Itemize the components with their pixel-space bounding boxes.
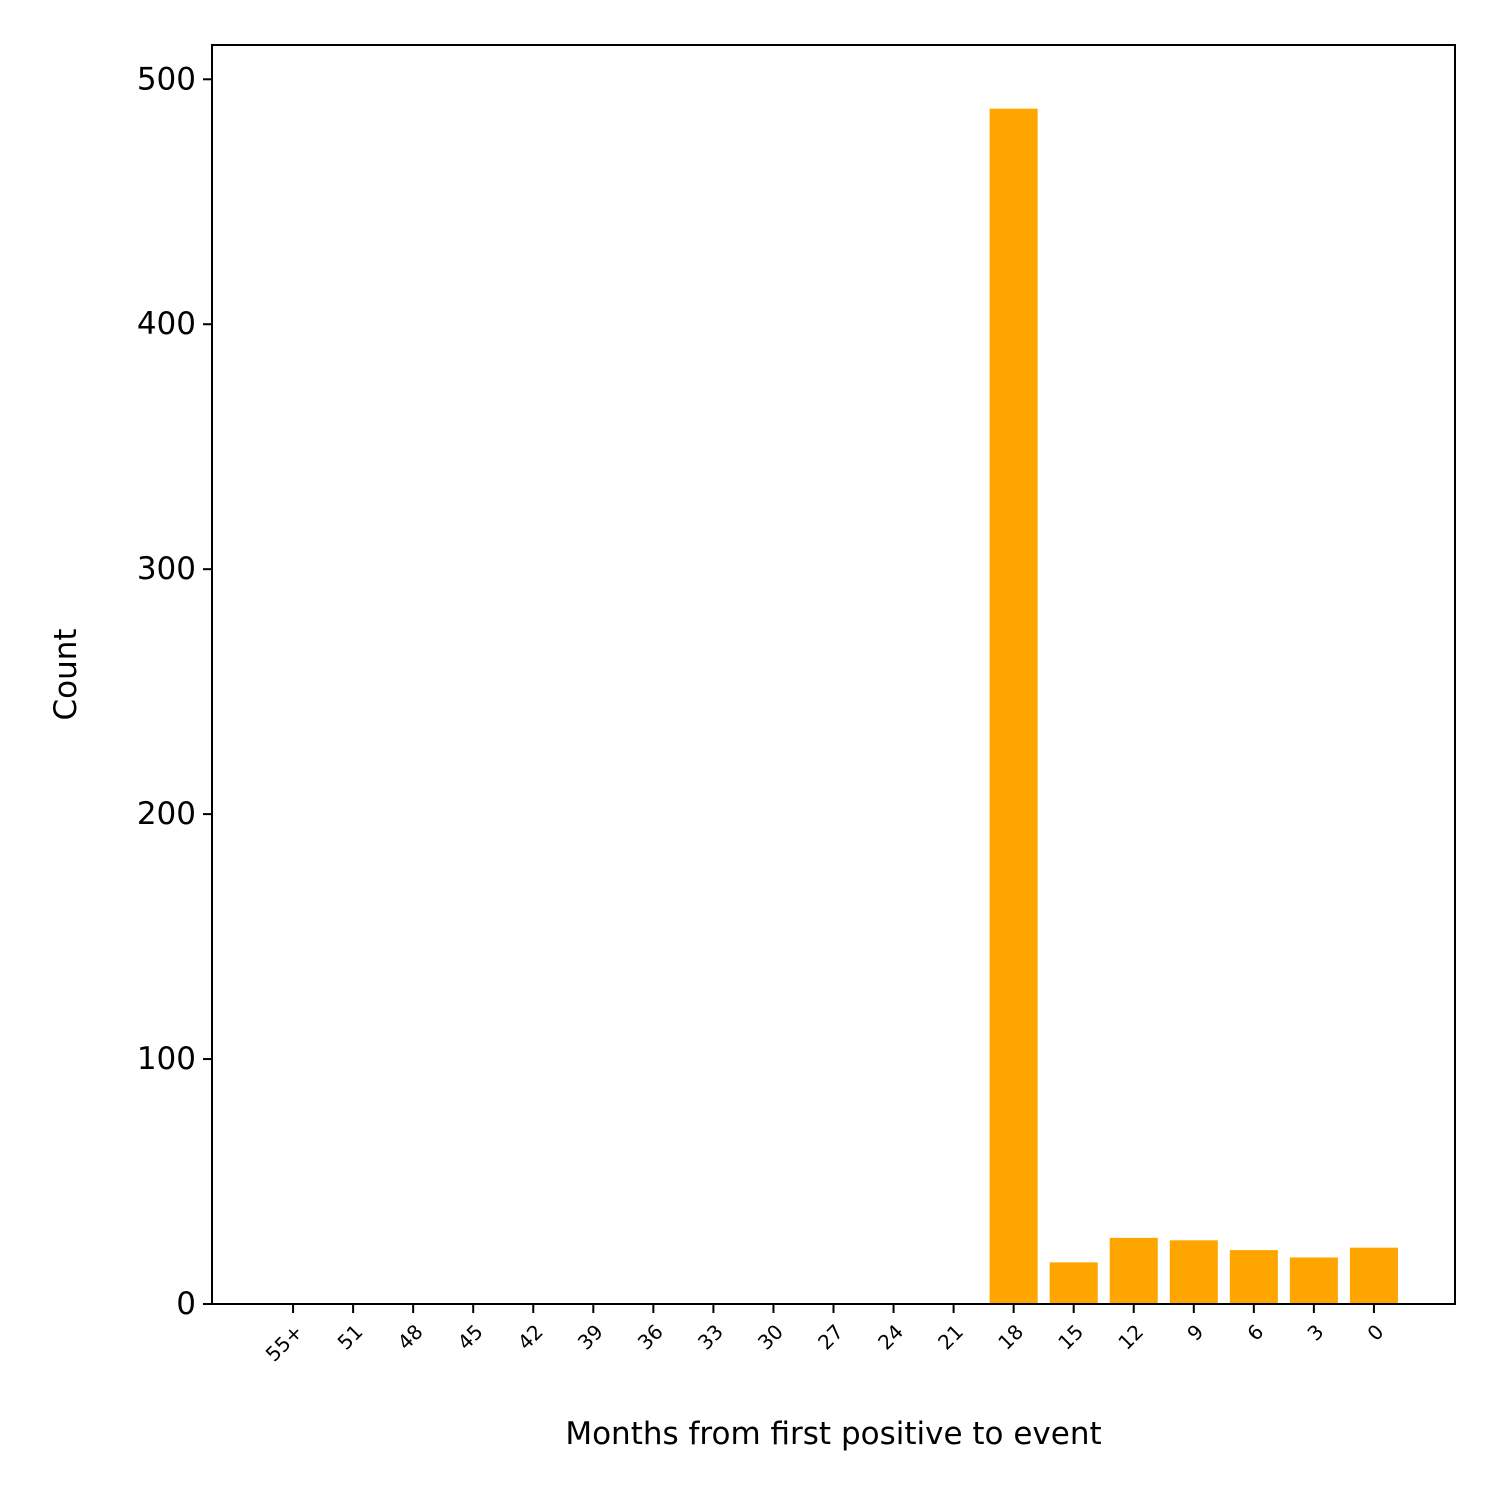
x-tick-label: 9 [1182, 1320, 1208, 1346]
x-tick-label: 55+ [261, 1320, 308, 1367]
x-tick-label: 0 [1362, 1320, 1388, 1346]
x-tick-label: 30 [753, 1320, 788, 1355]
x-tick-label: 42 [513, 1320, 548, 1355]
bar-12 [1109, 1237, 1158, 1304]
x-axis-label: Months from first positive to event [565, 1416, 1101, 1452]
y-tick-label: 500 [137, 61, 196, 97]
y-tick-label: 100 [137, 1041, 196, 1077]
x-tick-label: 18 [993, 1320, 1028, 1355]
x-tick-label: 15 [1053, 1320, 1088, 1355]
y-tick-label: 0 [176, 1286, 196, 1322]
x-tick-label: 27 [813, 1320, 848, 1355]
x-tick-label: 3 [1302, 1320, 1328, 1346]
bar-15 [1049, 1262, 1098, 1304]
y-axis-label: Count [48, 628, 84, 720]
bar-3 [1289, 1257, 1338, 1304]
bar-0 [1349, 1247, 1398, 1304]
x-tick-label: 12 [1113, 1320, 1148, 1355]
x-tick-label: 21 [933, 1320, 968, 1355]
x-tick-label: 36 [633, 1320, 668, 1355]
x-tick-label: 51 [333, 1320, 368, 1355]
x-tick-label: 33 [693, 1320, 728, 1355]
x-tick-label: 24 [873, 1320, 908, 1355]
y-tick-label: 200 [137, 796, 196, 832]
bar-9 [1169, 1240, 1218, 1304]
y-tick-label: 300 [137, 551, 196, 587]
bar-6 [1229, 1250, 1278, 1304]
x-tick-label: 45 [453, 1320, 488, 1355]
bars-group [989, 108, 1398, 1305]
plot-frame [211, 44, 1456, 1305]
x-axis-ticks: 55+ 51 48 45 42 39 36 33 30 27 24 21 18 15 12 9 6 3 0 [261, 1304, 1388, 1367]
x-tick-label: 6 [1242, 1320, 1268, 1346]
x-tick-label: 48 [393, 1320, 428, 1355]
y-tick-label: 400 [137, 306, 196, 342]
x-tick-label: 39 [573, 1320, 608, 1355]
y-axis-ticks: 0 100 200 300 400 500 [137, 61, 212, 1322]
bar-18 [989, 108, 1038, 1305]
